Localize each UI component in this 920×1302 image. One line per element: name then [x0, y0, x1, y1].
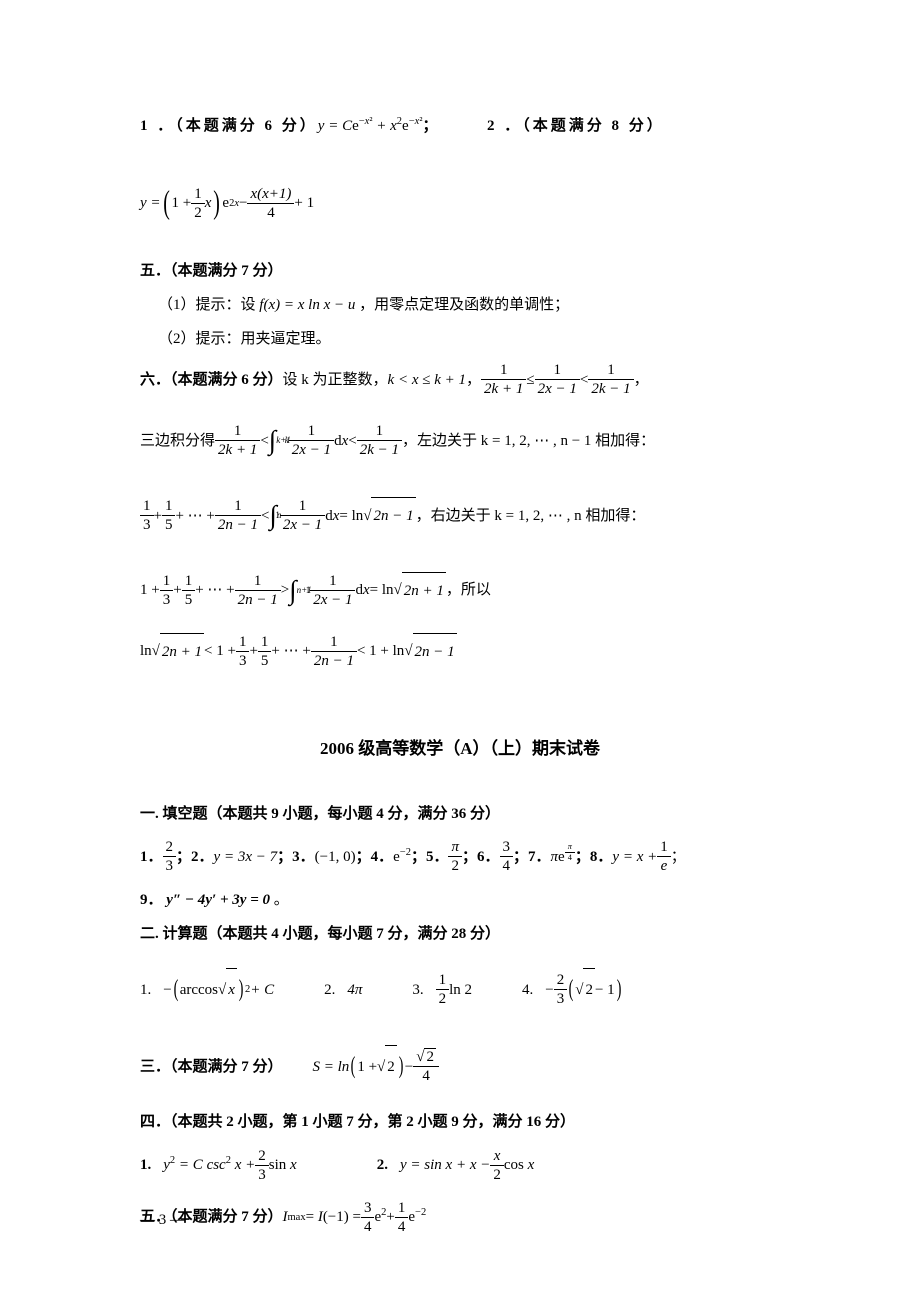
sec6-line5: ln √2n + 1 < 1 + 13 + 15 + ⋯ + 12n − 1 <… — [140, 633, 780, 670]
paper2-s3: 三．（本题满分 7 分） S = ln ( 1 + √2 ) − √24 — [140, 1033, 780, 1100]
paper2-s4h: 四．（本题共 2 小题，第 1 小题 7 分，第 2 小题 9 分，满分 16 … — [140, 1110, 780, 1134]
sec6-line4: 1 + 13 + 15 + ⋯ + 12n − 1 > ∫n+11 12x − … — [140, 558, 780, 623]
paper2-fill-row1: 1． 23 ；2． y = 3x − 7 ；3． (−1, 0) ；4． e−2… — [140, 836, 780, 878]
q1-q2-line: 1 ．（本题满分 6 分） y = Ce−x² + x2e−x² ； 2 ．（本… — [140, 105, 780, 147]
ans4: e−2 — [393, 836, 411, 878]
q2-lhs: y = — [140, 182, 161, 224]
paper2-title: 2006 级高等数学（A）（上）期末试卷 — [140, 735, 780, 762]
q2-label: ； 2 ．（本题满分 8 分） — [422, 105, 664, 147]
paper2-calc-row: 1. − ( arccos √x )2 + C 2. 4π 3. 12 ln 2… — [140, 956, 780, 1023]
ans7: πeπ4 — [551, 836, 575, 878]
sec5-p1: （1）提示：设 f(x) = x ln x − u ，用零点定理及函数的单调性； — [140, 293, 780, 317]
sec5-p1-math: f(x) = x ln x − u — [259, 297, 355, 313]
ans9: y″ − 4y′ + 3y = 0 — [166, 892, 270, 908]
paper2-s4-row: 1. y2 = C csc2 x + 23 sin x 2. y = sin x… — [140, 1144, 780, 1186]
sec6-heading: 六．（本题满分 6 分） — [140, 362, 283, 398]
q1-math: y = Ce−x² + x2e−x² — [318, 105, 423, 147]
sec6-line2: 三边积分得 12k + 1 < ∫k+1k 12x − 1 dx < 12k −… — [140, 408, 780, 473]
sec5-p2: （2）提示：用夹逼定理。 — [140, 327, 780, 351]
sec6-ineq1: k < x ≤ k + 1 — [388, 362, 467, 398]
ans3: (−1, 0) — [315, 836, 356, 878]
q1-label: 1 ．（本题满分 6 分） — [140, 105, 318, 147]
sec6-line3: 13 + 15 + ⋯ + 12n − 1 < ∫n1 12x − 1 dx =… — [140, 483, 780, 548]
paper2-fill-row2: 9． y″ − 4y′ + 3y = 0 。 — [140, 888, 780, 912]
sec6-line1: 六．（本题满分 6 分） 设 k 为正整数， k < x ≤ k + 1 ， 1… — [140, 361, 780, 398]
ans2: y = 3x − 7 — [214, 836, 278, 878]
ans8: y = x + — [612, 836, 657, 878]
q2-math-line: y = ( 1 + 12 x ) e2x − x(x+1)4 + 1 — [140, 157, 780, 249]
page-number: — 3 — — [140, 1208, 185, 1232]
sec5-heading: 五．（本题满分 7 分） — [140, 259, 780, 283]
paper2-s5: 五．（本题满分 7 分） Imax = I(−1) = 34 e2 + 14 e… — [140, 1196, 780, 1238]
paper2-s2h: 二. 计算题（本题共 4 小题，每小题 7 分，满分 28 分） — [140, 922, 780, 946]
paper2-s1h: 一. 填空题（本题共 9 小题，每小题 4 分，满分 36 分） — [140, 802, 780, 826]
